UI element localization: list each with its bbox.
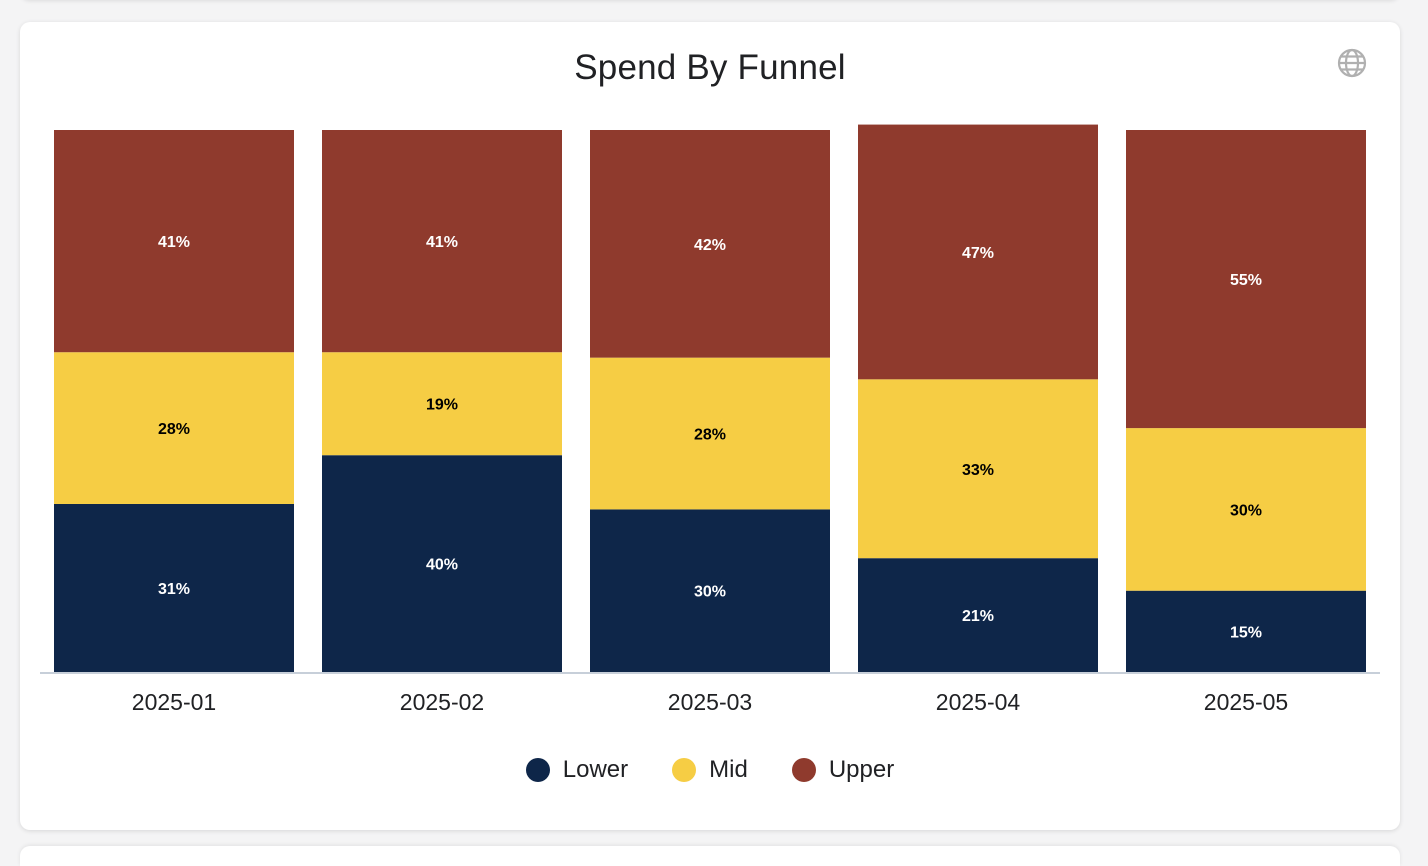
- data-label-lower-2025-03: 30%: [694, 584, 726, 601]
- legend-item-mid[interactable]: Mid: [672, 756, 748, 784]
- data-label-mid-2025-04: 33%: [962, 462, 994, 479]
- x-tick-label-2025-03: 2025-03: [668, 689, 752, 715]
- data-label-mid-2025-05: 30%: [1230, 502, 1262, 519]
- bar-segment-upper-2025-05[interactable]: [1126, 130, 1366, 429]
- bar-segment-upper-2025-03[interactable]: [590, 130, 830, 358]
- data-label-lower-2025-05: 15%: [1230, 624, 1262, 641]
- chart-title: Spend By Funnel: [574, 48, 846, 87]
- bar-segment-lower-2025-01[interactable]: [54, 503, 294, 672]
- legend-label-lower: Lower: [562, 756, 629, 783]
- data-label-upper-2025-01: 41%: [158, 234, 190, 251]
- bar-segment-lower-2025-05[interactable]: [1126, 590, 1366, 672]
- bar-segment-upper-2025-01[interactable]: [54, 130, 294, 353]
- globe-icon[interactable]: [1336, 47, 1368, 79]
- legend-item-lower[interactable]: Lower: [525, 756, 629, 784]
- bar-segment-mid-2025-01[interactable]: [54, 352, 294, 504]
- data-label-mid-2025-02: 19%: [426, 397, 458, 414]
- data-label-lower-2025-01: 31%: [158, 581, 190, 598]
- chart-card: Spend By Funnel 31% 28% 41% 2025-01 40% 19% 41…: [20, 22, 1400, 830]
- chart-legend: Lower Mid Upper: [20, 754, 1400, 786]
- data-label-upper-2025-04: 47%: [962, 245, 994, 262]
- legend-swatch-mid: [672, 758, 697, 782]
- bar-segment-lower-2025-03[interactable]: [590, 509, 830, 672]
- x-tick-label-2025-01: 2025-01: [132, 689, 216, 715]
- legend-item-upper[interactable]: Upper: [791, 756, 895, 784]
- stacked-bar-chart: 31% 28% 41% 2025-01 40% 19% 41% 2025-02 30% 28% 42…: [40, 124, 1380, 715]
- data-label-upper-2025-05: 55%: [1230, 272, 1262, 289]
- x-tick-label-2025-04: 2025-04: [936, 689, 1021, 715]
- next-card-edge: [20, 846, 1400, 866]
- data-label-mid-2025-03: 28%: [694, 427, 726, 444]
- data-label-lower-2025-02: 40%: [426, 557, 458, 574]
- x-tick-label-2025-02: 2025-02: [400, 689, 484, 715]
- bar-segment-mid-2025-05[interactable]: [1126, 428, 1366, 591]
- data-label-lower-2025-04: 21%: [962, 608, 994, 625]
- legend-swatch-lower: [525, 758, 550, 782]
- x-tick-label-2025-05: 2025-05: [1204, 689, 1288, 715]
- data-label-mid-2025-01: 28%: [158, 421, 190, 438]
- legend-label-upper: Upper: [828, 756, 895, 783]
- bar-segment-upper-2025-02[interactable]: [322, 130, 562, 353]
- data-label-upper-2025-03: 42%: [694, 237, 726, 254]
- legend-label-mid: Mid: [709, 756, 748, 783]
- bar-segment-mid-2025-04[interactable]: [858, 379, 1098, 559]
- bar-segment-upper-2025-04[interactable]: [858, 124, 1098, 380]
- bar-segment-mid-2025-03[interactable]: [590, 357, 830, 510]
- legend-swatch-upper: [791, 758, 816, 782]
- bar-segment-lower-2025-02[interactable]: [322, 455, 562, 672]
- bar-segment-lower-2025-04[interactable]: [858, 558, 1098, 672]
- bar-segment-mid-2025-02[interactable]: [322, 352, 562, 456]
- data-label-upper-2025-02: 41%: [426, 234, 458, 251]
